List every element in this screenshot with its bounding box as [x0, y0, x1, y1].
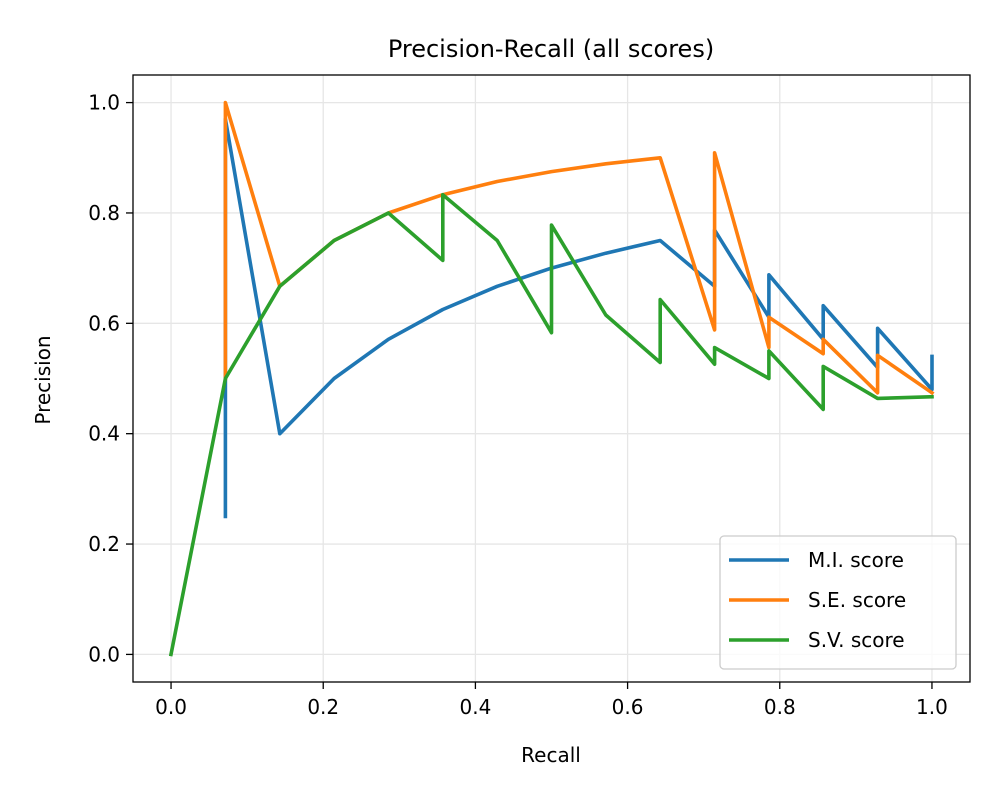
legend-items: M.I. score S.E. score S.V. score — [729, 548, 906, 652]
legend-label-s-e-score: S.E. score — [808, 588, 906, 612]
y-tick-label: 1.0 — [88, 91, 120, 115]
x-tick-label: 0.2 — [307, 695, 339, 719]
legend-box — [719, 535, 957, 670]
x-axis-label: Recall — [521, 743, 581, 767]
series-layer — [168, 100, 935, 657]
y-tick-label: 0.6 — [88, 311, 120, 335]
y-tick-label: 0.8 — [88, 201, 120, 225]
y-tick-label: 0.0 — [88, 642, 120, 666]
tick-layer: 0.0 0.2 0.4 0.6 0.8 1.0 0.0 0.2 0.4 0.6 0.8 1.0 — [88, 91, 948, 719]
y-axis-label: Precision — [31, 335, 55, 424]
y-tick-label: 0.4 — [88, 422, 120, 446]
legend: M.I. score S.E. score S.V. score — [719, 535, 957, 670]
y-tick-label: 0.2 — [88, 532, 120, 556]
x-tick-label: 0.6 — [612, 695, 644, 719]
legend-label-s-v-score: S.V. score — [808, 628, 905, 652]
x-tick-label: 0.8 — [764, 695, 796, 719]
plot-frame — [132, 74, 971, 683]
series-line-s-v-score — [168, 192, 934, 657]
series-line-m-i-score — [223, 117, 934, 519]
x-tick-label: 1.0 — [916, 695, 948, 719]
x-tick-label: 0.4 — [460, 695, 492, 719]
chart-title: Precision-Recall (all scores) — [388, 35, 714, 63]
x-tick-label: 0.0 — [155, 695, 187, 719]
legend-label-m-i-score: M.I. score — [808, 548, 904, 572]
